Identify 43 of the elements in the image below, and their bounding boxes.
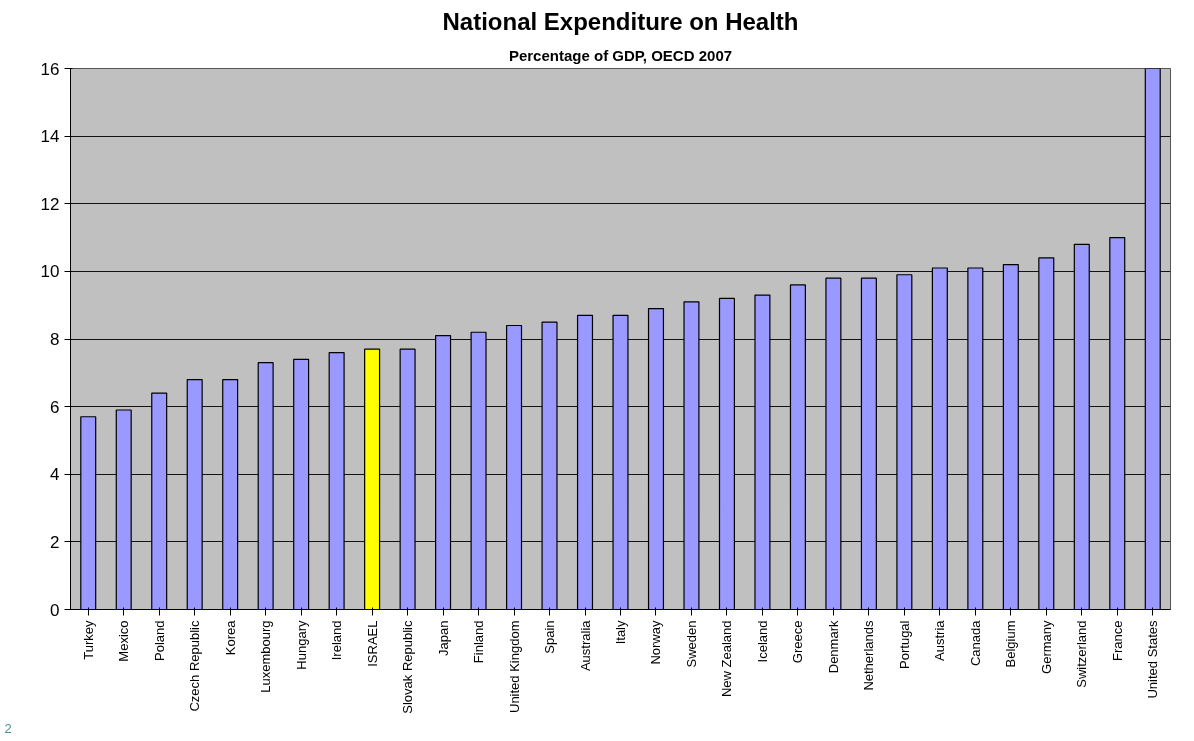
x-tick-label: Spain bbox=[542, 620, 558, 654]
x-tick-label: Switzerland bbox=[1074, 620, 1090, 688]
x-tick-label: Italy bbox=[613, 620, 628, 645]
x-tick-label: France bbox=[1109, 620, 1125, 661]
x-tick-label: Portugal bbox=[896, 620, 912, 669]
x-tick-label: Australia bbox=[577, 619, 593, 672]
x-tick-label: Poland bbox=[151, 620, 167, 661]
y-tick-label: 0 bbox=[50, 600, 60, 620]
x-tick-label: Slovak Republic bbox=[400, 620, 416, 714]
y-tick-label: 12 bbox=[40, 194, 60, 214]
x-tick-label: United Kingdom bbox=[506, 620, 522, 713]
x-tick-label: Korea bbox=[222, 619, 238, 656]
x-tick-label: Czech Republic bbox=[187, 620, 203, 712]
chart-subtitle: Percentage of GDP, OECD 2007 bbox=[508, 46, 733, 64]
y-tick-label: 4 bbox=[50, 465, 60, 485]
x-tick-label: Luxembourg bbox=[258, 620, 274, 693]
x-tick-label: United States bbox=[1145, 620, 1161, 699]
x-tick-label: Canada bbox=[967, 619, 983, 667]
chart-title: National Expenditure on Health bbox=[442, 7, 799, 35]
y-tick-label: 16 bbox=[40, 59, 60, 79]
x-tick-label: Sweden bbox=[683, 620, 699, 668]
x-tick-label: Austria bbox=[932, 619, 948, 661]
y-tick-label: 6 bbox=[50, 397, 60, 417]
y-tick-label: 14 bbox=[40, 127, 60, 147]
x-tick-label: Japan bbox=[435, 620, 451, 656]
x-tick-label: Norway bbox=[648, 620, 664, 665]
x-tick-label: Mexico bbox=[116, 620, 132, 662]
x-tick-label: Greece bbox=[790, 620, 806, 664]
y-tick-label: 8 bbox=[50, 330, 60, 349]
x-tick-label: Belgium bbox=[1003, 620, 1019, 668]
y-tick-label: 2 bbox=[50, 532, 60, 552]
x-tick-label: ISRAEL bbox=[364, 620, 380, 667]
x-tick-label: Netherlands bbox=[861, 620, 877, 691]
x-tick-label: New Zealand bbox=[719, 620, 735, 698]
x-tick-label: Ireland bbox=[329, 620, 345, 661]
x-tick-label: Hungary bbox=[293, 620, 309, 670]
text: 2 bbox=[4, 720, 12, 736]
x-tick-label: Finland bbox=[471, 620, 487, 664]
x-tick-label: Turkey bbox=[80, 620, 96, 660]
x-tick-label: Iceland bbox=[754, 620, 770, 663]
y-tick-label: 10 bbox=[40, 262, 60, 282]
x-tick-label: Denmark bbox=[825, 620, 841, 674]
x-tick-label: Germany bbox=[1038, 620, 1054, 674]
